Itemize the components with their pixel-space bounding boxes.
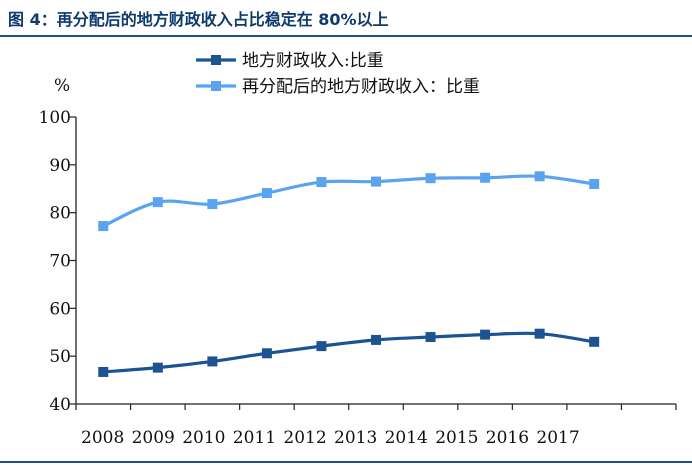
legend-marker-series-1 [211,55,221,65]
x-tick-label: 2017 [536,428,579,448]
y-axis-unit-label: % [54,76,70,96]
y-tick-label: 80 [49,204,71,224]
series-1-marker [589,336,600,347]
series-1-marker [152,362,163,373]
bottom-divider [0,461,692,463]
x-tick-label: 2016 [486,428,529,448]
series-1-marker [534,328,545,339]
series-1-marker [316,341,327,352]
series-2-marker [534,171,545,182]
y-tick-label: 50 [49,347,71,367]
legend-label-series-2: 再分配后的地方财政收入：比重 [242,77,480,97]
series-2-marker [207,199,218,210]
series-1-marker [261,348,272,359]
y-tick-label: 40 [49,395,71,415]
x-tick-label: 2015 [435,428,478,448]
series-2-line [102,174,595,228]
series-1-marker [207,356,218,367]
series-2-marker [98,221,109,232]
series-2-marker [589,178,600,189]
legend-marker-series-2 [211,81,221,91]
x-tick-label: 2013 [334,428,377,448]
series-2-marker [480,172,491,183]
x-tick-label: 2008 [81,428,124,448]
series-1-marker [371,334,381,345]
series-1-marker [98,366,109,377]
x-tick-label: 2010 [182,428,225,448]
title-divider [0,35,692,37]
y-tick-label: 90 [49,156,71,176]
series-2-marker [316,177,327,188]
series-1-line [103,331,595,374]
series-1-marker [480,329,491,340]
x-tick-label: 2011 [233,428,276,448]
y-tick-label: 70 [49,252,71,272]
x-tick-label: 2012 [283,428,326,448]
figure-title-bar: 图 4：再分配后的地方财政收入占比稳定在 80%以上 [0,0,692,38]
x-tick-label: 2014 [385,428,428,448]
figure-title: 图 4：再分配后的地方财政收入占比稳定在 80%以上 [8,10,389,29]
legend-label-series-1: 地方财政收入:比重 [242,51,384,71]
series-2-marker [371,176,381,187]
y-tick-label: 60 [49,299,71,319]
series-1-marker [425,332,436,343]
series-2-marker [425,173,436,184]
y-tick-label: 100 [39,108,71,128]
x-tick-label: 2009 [132,428,175,448]
series-2-marker [152,197,163,208]
series-2-marker [261,188,272,199]
